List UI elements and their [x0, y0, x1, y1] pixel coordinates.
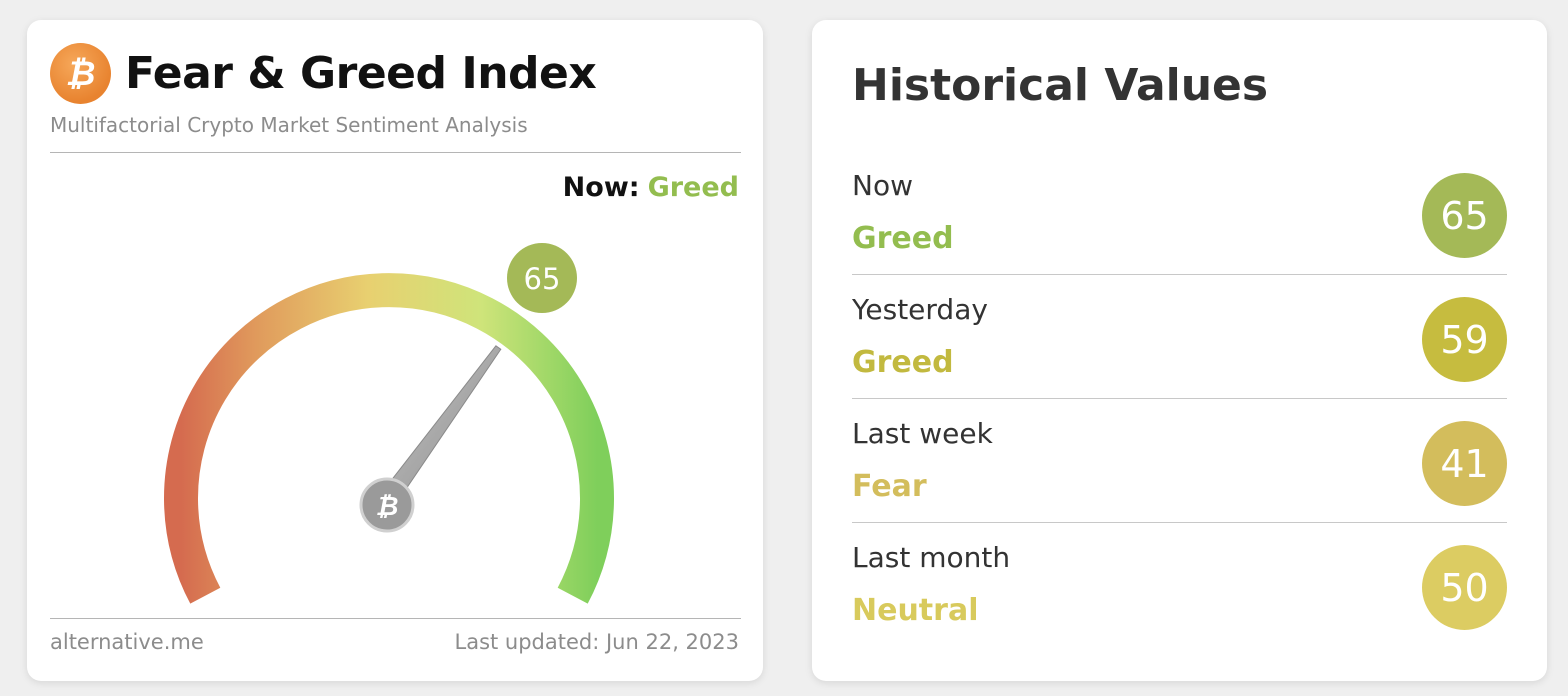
divider [50, 152, 741, 153]
hub-bitcoin-glyph: ₿ [376, 492, 399, 522]
fear-greed-card: ₿ Fear & Greed Index Multifactorial Cryp… [27, 20, 763, 681]
period-label: Last month [852, 541, 1011, 574]
card-subtitle: Multifactorial Crypto Market Sentiment A… [50, 113, 528, 137]
history-row-now: Now Greed 65 [852, 151, 1507, 275]
bitcoin-icon: ₿ [50, 43, 111, 104]
classification-label: Greed [852, 221, 954, 256]
history-row-last-week: Last week Fear 41 [852, 399, 1507, 523]
needle-hub-icon [359, 477, 415, 533]
last-updated: Last updated: Jun 22, 2023 [454, 630, 740, 654]
history-row-last-month: Last month Neutral 50 [852, 523, 1507, 647]
value-badge: 41 [1422, 421, 1507, 506]
score-bubble [507, 243, 577, 313]
period-label: Last week [852, 417, 993, 450]
sentiment-gauge: ₿ 65 [164, 243, 614, 604]
score-value: 65 [524, 262, 561, 296]
card-title: Fear & Greed Index [125, 48, 597, 99]
period-label: Yesterday [852, 293, 988, 326]
gauge-needle [380, 345, 502, 505]
divider [50, 618, 741, 619]
gauge-arc [164, 273, 614, 604]
history-row-yesterday: Yesterday Greed 59 [852, 275, 1507, 399]
period-label: Now [852, 169, 913, 202]
classification-label: Greed [852, 345, 954, 380]
historical-values-card: Historical Values Now Greed 65 Yesterday… [812, 20, 1547, 681]
now-label: Now: [562, 172, 640, 203]
value-badge: 59 [1422, 297, 1507, 382]
now-value: Greed [647, 172, 739, 203]
classification-label: Neutral [852, 593, 979, 628]
now-status: Now: Greed [563, 172, 739, 203]
card-header: ₿ Fear & Greed Index [50, 43, 597, 104]
value-badge: 65 [1422, 173, 1507, 258]
classification-label: Fear [852, 469, 927, 504]
source-link[interactable]: alternative.me [50, 630, 204, 654]
card-title: Historical Values [852, 60, 1269, 111]
value-badge: 50 [1422, 545, 1507, 630]
